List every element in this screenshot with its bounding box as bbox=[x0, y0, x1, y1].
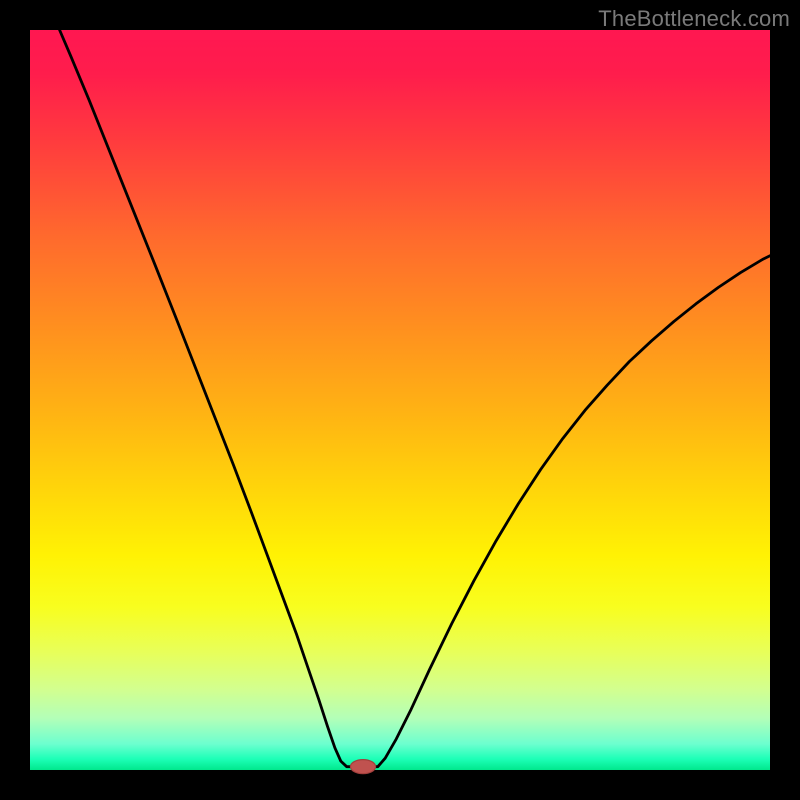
chart-canvas: TheBottleneck.com bbox=[0, 0, 800, 800]
watermark-text: TheBottleneck.com bbox=[598, 6, 790, 32]
bottleneck-curve-chart bbox=[0, 0, 800, 800]
plot-background bbox=[30, 30, 770, 770]
optimum-marker bbox=[350, 760, 375, 774]
